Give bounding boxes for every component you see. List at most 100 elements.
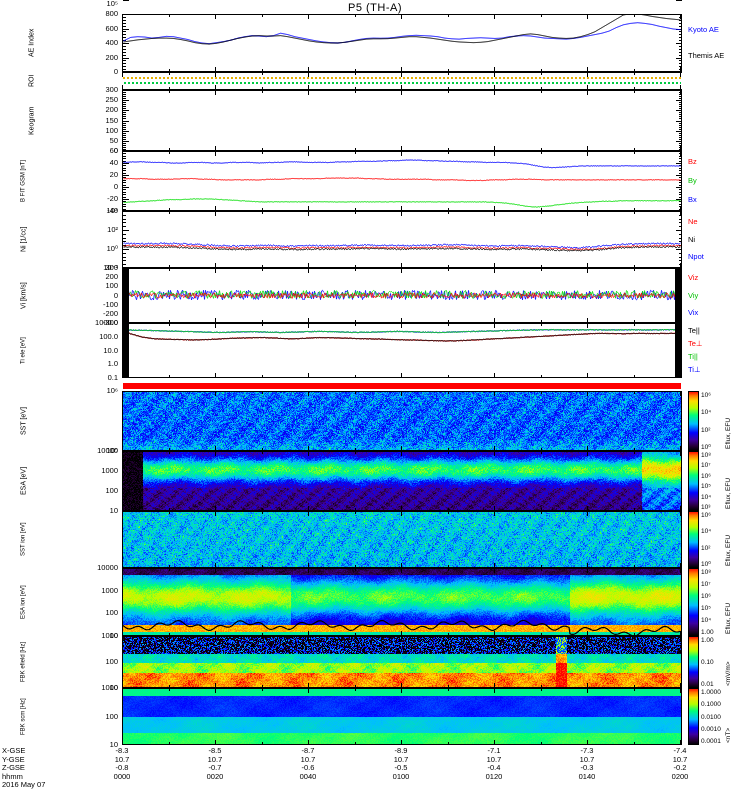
xtick [308,90,309,95]
xtick [587,323,588,328]
legend-vi-0: Viz [688,273,699,283]
ytick-fbk_b-2: 1000 [101,683,118,692]
xaxis-tick-x_gse: -7.3 [580,746,594,755]
xaxis-tick-y_gse: 10.7 [393,754,409,764]
ytick-ti-0: 0.1 [107,373,118,382]
xtick [680,373,681,378]
minor-tick [123,124,126,126]
xtick [494,211,495,216]
xtick [262,72,263,75]
ylabel-roi: ROI [28,74,36,88]
xtick [401,373,402,378]
spectrogram-esa_i [123,569,681,635]
minor-tick [123,636,126,637]
colorbar-label: 1.00 [701,629,714,636]
xtick [355,391,356,394]
minor-tick [123,120,126,122]
minor-tick [679,140,682,142]
xtick [355,685,356,688]
xtick [448,448,449,451]
xtick [215,146,216,151]
minor-tick [123,122,126,124]
xtick [634,451,635,454]
colorbar-cb_sst_i [688,511,699,568]
minor-tick [123,140,126,142]
xtick [448,508,449,511]
xaxis-tick-y_gse: 10.7 [207,754,223,764]
ytick-ti-4: 1000.0 [95,318,118,327]
xaxis-tick-y_gse: 10.7 [672,754,688,764]
xtick [401,568,402,573]
xtick [122,563,123,568]
xtick [634,568,635,571]
xtick [308,146,309,151]
xtick [448,208,449,211]
xtick [587,85,588,90]
minor-tick [123,96,126,98]
xtick [215,563,216,568]
tickmark-fbk_b-2 [123,688,129,689]
minor-tick [123,104,126,106]
xtick [541,633,542,636]
xtick [448,87,449,90]
panel-keogram [122,90,682,151]
xtick [541,375,542,378]
ytick-ae-4: 800 [105,9,118,18]
xaxis-rowname-z-gse: Z-GSE [2,763,25,772]
colorbar-label: 0.10 [701,659,714,666]
tickmark-sst_e-0 [123,450,129,451]
minor-tick [679,106,682,108]
minor-tick [679,120,682,122]
xtick [262,90,263,93]
colorbar-label: 10⁸ [701,569,711,576]
xtick [169,211,170,214]
xtick [680,451,681,456]
xtick [448,90,449,93]
xtick [494,146,495,151]
xtick [448,391,449,394]
tickmark-ae-0 [123,71,129,72]
xtick [680,90,681,95]
xtick [401,688,402,693]
xtick [262,87,263,90]
colorbar-label: 10⁸ [701,452,711,459]
xtick [401,90,402,95]
xtick [494,90,495,95]
xtick [680,268,681,273]
xtick [494,72,495,77]
xtick [448,688,449,691]
xtick [494,14,495,19]
xtick [634,688,635,691]
colorbar-title: Eflux, EFU [725,534,732,566]
xtick [122,323,123,328]
xtick [634,320,635,323]
minor-tick [123,71,126,72]
xtick [634,508,635,511]
xtick [401,636,402,641]
xtick [308,211,309,216]
xtick [401,151,402,156]
tickmark-ti-4 [123,323,129,324]
xtick [541,685,542,688]
xtick [634,636,635,639]
colorbar-label: 1.00 [701,637,714,644]
xtick [122,451,123,456]
xtick [448,211,449,214]
minor-tick [679,144,682,146]
xtick [122,688,123,693]
tickmark-esa_i-0 [123,635,129,636]
page-title: P5 (TH-A) [348,2,402,14]
xtick [587,451,588,456]
xtick [494,373,495,378]
xtick [215,263,216,268]
tickmark-sst_e-1 [123,391,129,392]
xtick [494,683,495,688]
colorbar-title: Eflux, EFU [725,477,732,509]
xtick [401,211,402,216]
minor-tick [679,138,682,140]
xtick [541,14,542,17]
xtick [448,451,449,454]
tickmark-ae-4 [123,14,129,15]
minor-tick [123,210,126,211]
